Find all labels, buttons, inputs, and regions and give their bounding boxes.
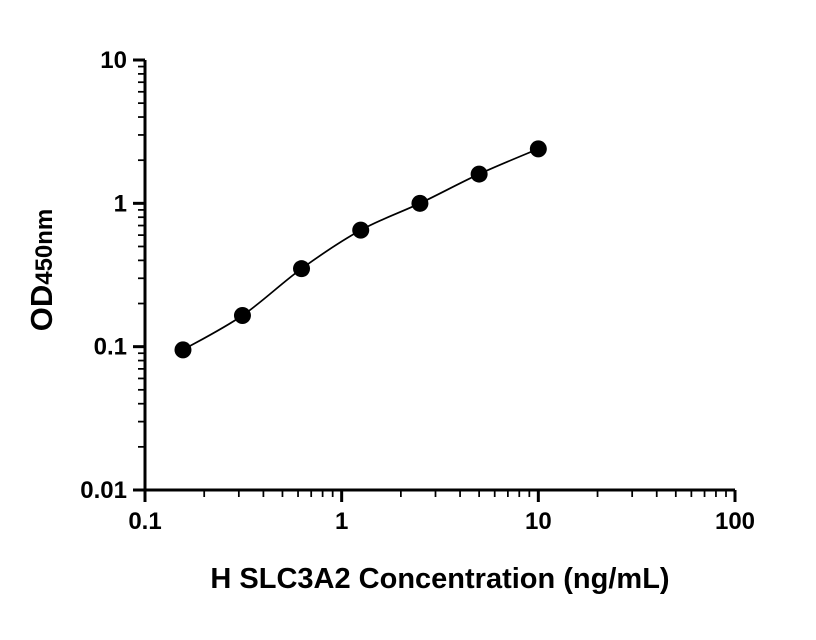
y-axis-label-sub: 450nm — [31, 209, 58, 285]
data-point — [470, 165, 488, 183]
y-tick-label: 0.01 — [80, 477, 127, 504]
x-tick-label: 10 — [525, 508, 552, 535]
data-point — [293, 260, 311, 278]
y-axis-label: OD450nm — [24, 209, 59, 332]
x-tick-label: 1 — [335, 508, 348, 535]
y-axis-label-main: OD — [24, 285, 59, 332]
data-point — [411, 194, 429, 212]
y-tick-label: 0.1 — [94, 334, 127, 361]
x-tick-label: 100 — [715, 508, 755, 535]
y-tick-label: 10 — [100, 47, 127, 74]
y-tick-label: 1 — [114, 190, 127, 217]
data-point — [529, 140, 547, 158]
x-axis-label: H SLC3A2 Concentration (ng/mL) — [210, 563, 669, 595]
x-tick-label: 0.1 — [128, 508, 161, 535]
data-point — [233, 306, 251, 324]
data-point — [174, 341, 192, 359]
data-point — [352, 221, 370, 239]
